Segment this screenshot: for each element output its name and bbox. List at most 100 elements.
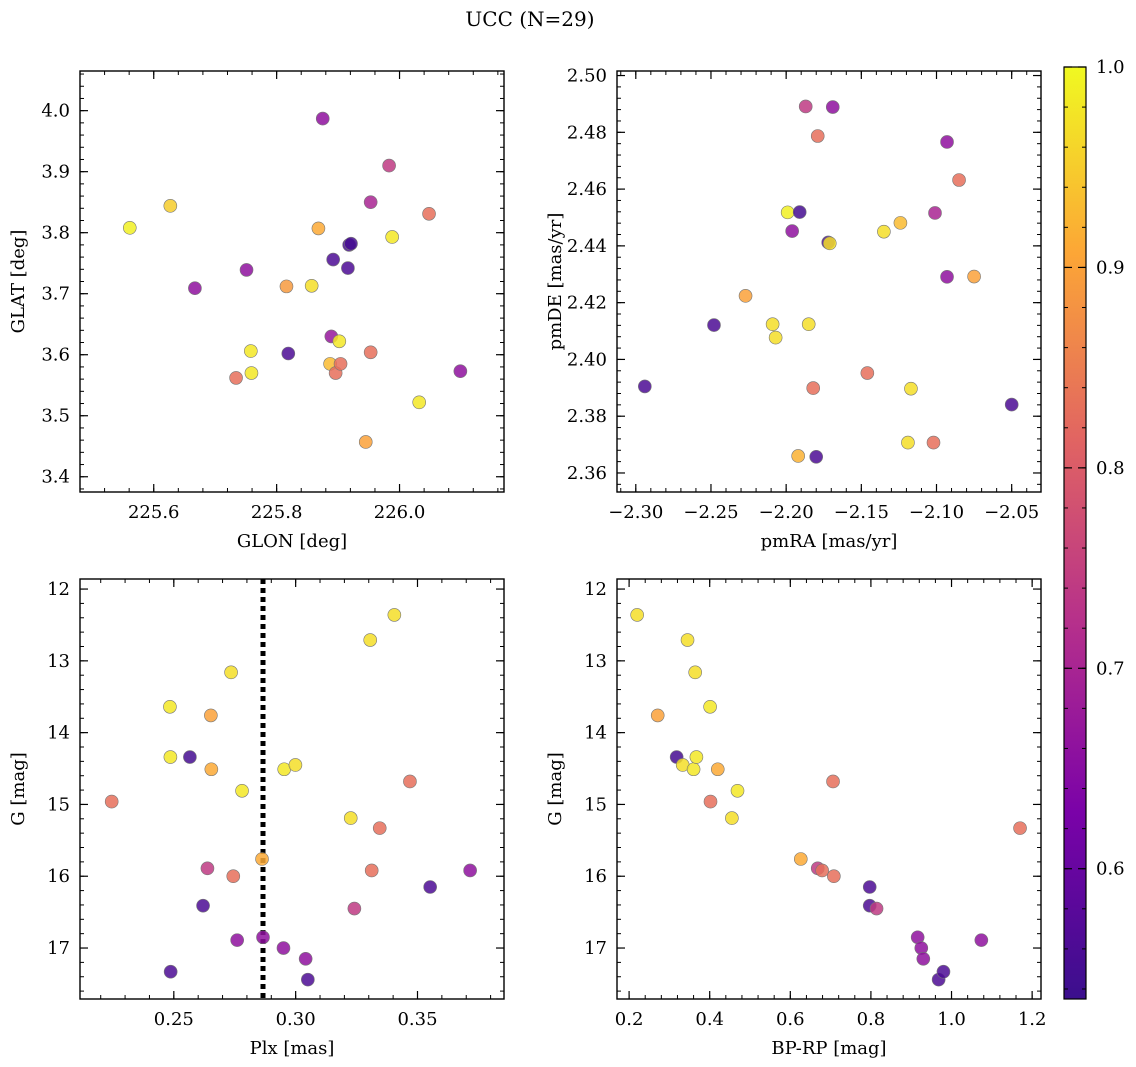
data-point (967, 269, 981, 284)
data-point (707, 318, 721, 332)
colorbar-tick-label: 1.0 (1096, 57, 1125, 78)
data-point (738, 289, 753, 303)
y-axis-label: GLAT [deg] (8, 230, 29, 334)
y-tick-label: 4.0 (41, 101, 70, 122)
x-tick-label: 0.2 (615, 1009, 644, 1030)
data-point (974, 933, 989, 947)
y-tick-label: 2.40 (567, 349, 607, 370)
x-tick-label: −2.20 (759, 502, 814, 523)
data-point (276, 941, 291, 955)
data-point (936, 964, 951, 979)
data-point (333, 357, 348, 371)
data-point (403, 774, 417, 789)
data-point (279, 279, 294, 294)
x-tick-label: 0.6 (776, 1009, 805, 1030)
data-point (122, 221, 137, 235)
data-point (806, 381, 821, 395)
y-tick-label: 16 (47, 866, 70, 887)
y-tick-label: 3.7 (41, 284, 70, 305)
x-tick-label: 0.30 (276, 1009, 316, 1030)
data-point (940, 270, 954, 284)
data-point (288, 758, 303, 772)
data-point (363, 195, 378, 209)
data-point (710, 762, 725, 777)
data-point (453, 364, 468, 378)
x-tick-label: −2.10 (909, 502, 964, 523)
data-point (230, 933, 244, 947)
data-point (952, 173, 966, 187)
panel-2: −2.30 −2.25 −2.20 −2.15 −2.10 −2.05 2.36 2.38 2.… (545, 66, 1042, 552)
y-tick-label: 12 (47, 579, 70, 600)
data-point (703, 699, 717, 714)
data-point (725, 811, 739, 825)
data-point (204, 708, 218, 723)
panel-1: 225.6 225.8 226.0 3.4 3.5 3.6 3.7 3.8 3.9 4.0 GLON… (8, 70, 505, 552)
data-point (104, 794, 119, 809)
data-point (815, 863, 829, 878)
y-tick-label: 2.50 (567, 66, 607, 87)
x-axis-label: BP-RP [mag] (771, 1038, 886, 1059)
x-tick-label: 1.2 (1018, 1009, 1047, 1030)
data-point (244, 366, 259, 380)
data-point (255, 852, 269, 866)
data-point (363, 633, 378, 647)
data-point (235, 783, 249, 798)
data-point (315, 111, 330, 126)
y-tick-label: 3.9 (41, 162, 70, 183)
data-point (1004, 397, 1019, 412)
y-tick-label: 17 (47, 938, 70, 959)
data-point (387, 608, 402, 622)
data-point (680, 633, 695, 647)
data-point (638, 379, 652, 394)
data-point (793, 852, 808, 866)
data-point (412, 395, 427, 410)
x-tick-label: 0.25 (154, 1009, 194, 1030)
data-point (686, 762, 701, 777)
data-point (311, 221, 326, 236)
y-tick-label: 2.46 (567, 179, 607, 200)
x-tick-label: 0.4 (695, 1009, 724, 1030)
y-axis-label: G [mag] (8, 752, 29, 825)
x-tick-label: 0.35 (397, 1009, 437, 1030)
data-point (877, 224, 891, 239)
y-tick-label: 3.5 (41, 406, 70, 427)
x-tick-label: −2.05 (984, 502, 1039, 523)
data-point (183, 750, 197, 764)
data-point (901, 435, 915, 450)
y-tick-label: 13 (47, 651, 70, 672)
data-point (304, 278, 319, 293)
panels: 225.6 225.8 226.0 3.4 3.5 3.6 3.7 3.8 3.9 4.0 GLON… (8, 66, 1046, 1059)
y-tick-label: 15 (47, 794, 70, 815)
data-point (372, 821, 387, 835)
data-point (798, 99, 813, 114)
y-tick-label: 16 (584, 866, 607, 887)
data-point (326, 252, 340, 267)
y-tick-label: 3.4 (41, 467, 70, 488)
colorbar-tick-label: 0.9 (1096, 257, 1125, 278)
data-point (188, 281, 202, 296)
data-point (385, 230, 399, 244)
data-point (860, 366, 875, 380)
data-point (301, 972, 315, 987)
axes-frame (79, 578, 505, 1000)
data-point (358, 435, 373, 449)
data-point (827, 869, 841, 884)
y-tick-label: 2.38 (567, 406, 607, 427)
data-point (801, 317, 816, 332)
data-point (422, 206, 436, 221)
y-tick-label: 2.48 (567, 122, 607, 143)
data-point (926, 435, 941, 450)
data-point (916, 951, 931, 966)
y-tick-label: 3.8 (41, 223, 70, 244)
data-point (423, 880, 437, 894)
data-point (730, 783, 745, 798)
data-point (163, 699, 177, 714)
data-point (344, 236, 358, 251)
y-tick-label: 17 (584, 938, 607, 959)
data-point (822, 236, 837, 251)
x-tick-label: −2.30 (608, 502, 663, 523)
x-axis-label: GLON [deg] (237, 531, 347, 552)
x-axis-label: Plx [mas] (250, 1038, 335, 1059)
data-point (229, 371, 243, 385)
